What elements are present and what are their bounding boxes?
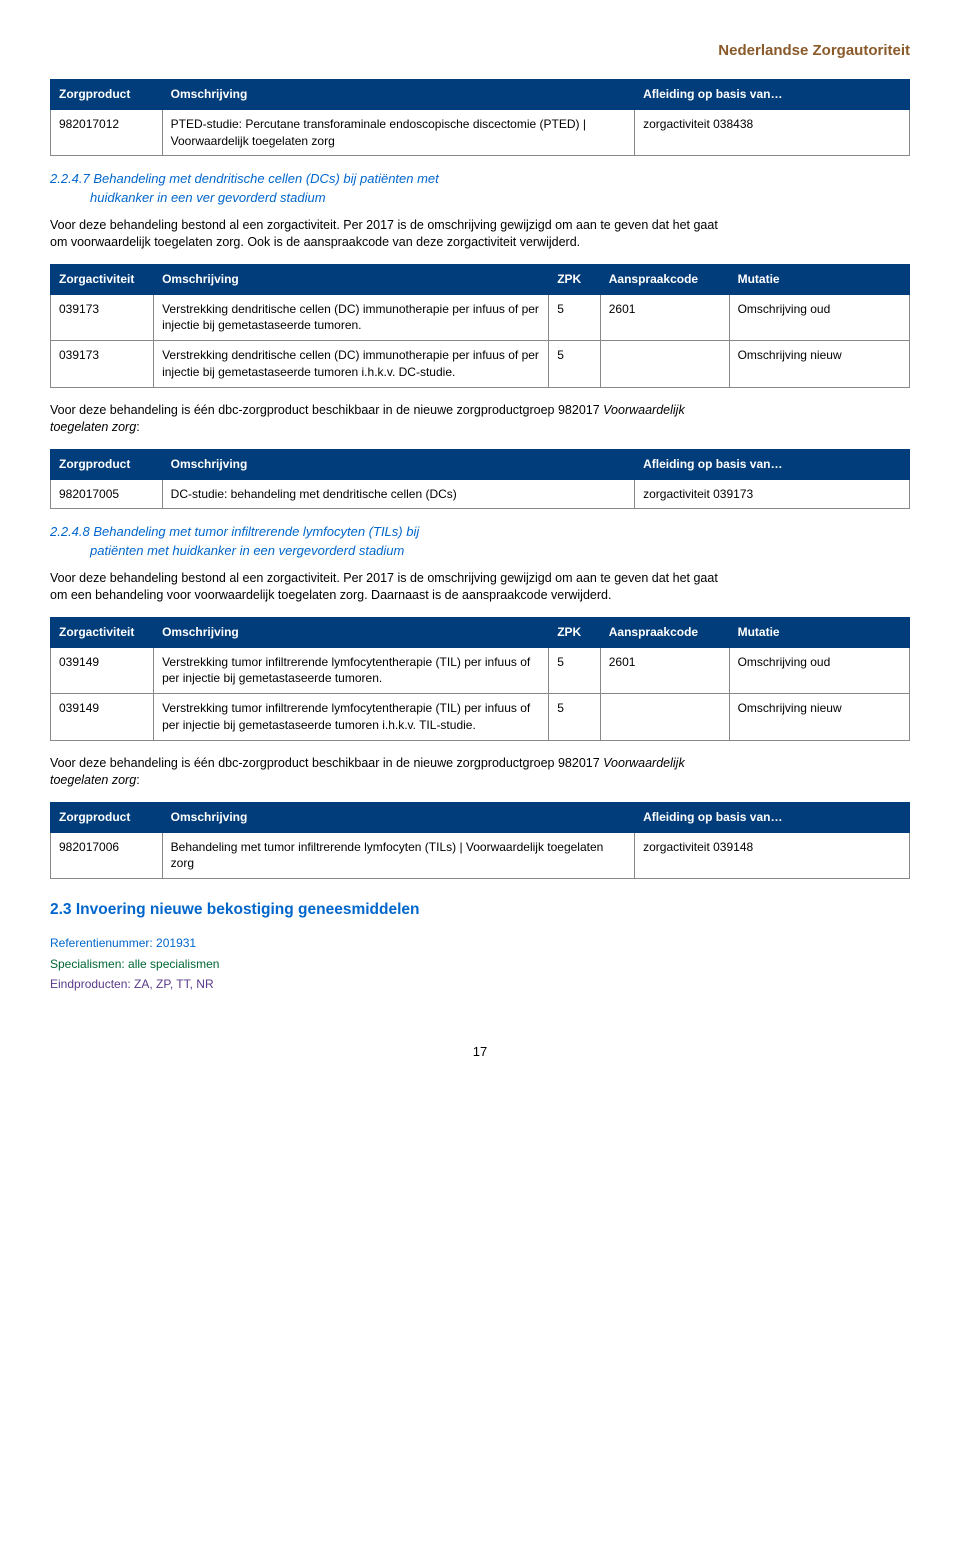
cell: Verstrekking dendritische cellen (DC) im… [154,294,549,341]
cell: 5 [549,694,601,741]
th: ZPK [549,617,601,647]
cell: Omschrijving oud [729,294,909,341]
para-248: Voor deze behandeling bestond al een zor… [50,570,730,605]
heading-line1: 2.2.4.8 Behandeling met tumor infiltrere… [50,524,419,539]
para-247b: Voor deze behandeling is één dbc-zorgpro… [50,402,730,437]
cell: 982017005 [51,479,163,509]
cell: DC-studie: behandeling met dendritische … [162,479,634,509]
zorgproduct-table-3: Zorgproduct Omschrijving Afleiding op ba… [50,802,910,879]
th: Mutatie [729,617,909,647]
th: Mutatie [729,264,909,294]
table-row: 982017012 PTED-studie: Percutane transfo… [51,109,910,156]
th: Zorgactiviteit [51,264,154,294]
cell: Behandeling met tumor infiltrerende lymf… [162,832,634,879]
cell: PTED-studie: Percutane transforaminale e… [162,109,634,156]
reference-number: Referentienummer: 201931 [50,935,910,952]
cell [600,341,729,388]
cell: 039173 [51,294,154,341]
table-row: 039173 Verstrekking dendritische cellen … [51,341,910,388]
cell: Verstrekking tumor infiltrerende lymfocy… [154,647,549,694]
th: Zorgproduct [51,802,163,832]
th: Aanspraakcode [600,617,729,647]
table-row: 039149 Verstrekking tumor infiltrerende … [51,694,910,741]
cell: 039149 [51,647,154,694]
cell: zorgactiviteit 039173 [635,479,910,509]
text: Voor deze behandeling is één dbc-zorgpro… [50,403,603,417]
text: : [136,773,139,787]
th-afleiding: Afleiding op basis van… [635,80,910,110]
zorgactiviteit-table-1: Zorgactiviteit Omschrijving ZPK Aanspraa… [50,264,910,388]
heading-2-3: 2.3 Invoering nieuwe bekostiging geneesm… [50,899,910,921]
th: Afleiding op basis van… [635,449,910,479]
zorgactiviteit-table-2: Zorgactiviteit Omschrijving ZPK Aanspraa… [50,617,910,741]
page-number: 17 [50,1043,910,1061]
cell: 2601 [600,294,729,341]
cell: zorgactiviteit 039148 [635,832,910,879]
cell: 2601 [600,647,729,694]
cell: 039173 [51,341,154,388]
cell: 5 [549,294,601,341]
cell: Verstrekking dendritische cellen (DC) im… [154,341,549,388]
eindproducten-line: Eindproducten: ZA, ZP, TT, NR [50,976,910,993]
zorgproduct-table-2: Zorgproduct Omschrijving Afleiding op ba… [50,449,910,510]
text: : [136,420,139,434]
cell: Omschrijving nieuw [729,341,909,388]
th: Omschrijving [154,264,549,294]
heading-line1: 2.2.4.7 Behandeling met dendritische cel… [50,171,439,186]
cell: Verstrekking tumor infiltrerende lymfocy… [154,694,549,741]
th: Zorgproduct [51,449,163,479]
table-row: 982017006 Behandeling met tumor infiltre… [51,832,910,879]
heading-2-2-4-7: 2.2.4.7 Behandeling met dendritische cel… [50,170,910,206]
cell [600,694,729,741]
heading-2-2-4-8: 2.2.4.8 Behandeling met tumor infiltrere… [50,523,910,559]
para-248b: Voor deze behandeling is één dbc-zorgpro… [50,755,730,790]
th: Aanspraakcode [600,264,729,294]
cell: 982017012 [51,109,163,156]
th: Afleiding op basis van… [635,802,910,832]
th: Omschrijving [162,449,634,479]
th: Zorgactiviteit [51,617,154,647]
cell: 5 [549,647,601,694]
cell: 039149 [51,694,154,741]
specialismen-line: Specialismen: alle specialismen [50,956,910,973]
text: Voor deze behandeling is één dbc-zorgpro… [50,756,603,770]
th: Omschrijving [154,617,549,647]
heading-line2: huidkanker in een ver gevorderd stadium [50,189,910,207]
table-row: 039173 Verstrekking dendritische cellen … [51,294,910,341]
brand-title: Nederlandse Zorgautoriteit [50,40,910,61]
cell: 982017006 [51,832,163,879]
table-row: 039149 Verstrekking tumor infiltrerende … [51,647,910,694]
heading-line2: patiënten met huidkanker in een vergevor… [50,542,910,560]
cell: Omschrijving oud [729,647,909,694]
cell: zorgactiviteit 038438 [635,109,910,156]
th-zorgproduct: Zorgproduct [51,80,163,110]
th-omschrijving: Omschrijving [162,80,634,110]
zorgproduct-table-1: Zorgproduct Omschrijving Afleiding op ba… [50,79,910,156]
th: Omschrijving [162,802,634,832]
para-247: Voor deze behandeling bestond al een zor… [50,217,730,252]
cell: 5 [549,341,601,388]
table-row: 982017005 DC-studie: behandeling met den… [51,479,910,509]
cell: Omschrijving nieuw [729,694,909,741]
th: ZPK [549,264,601,294]
